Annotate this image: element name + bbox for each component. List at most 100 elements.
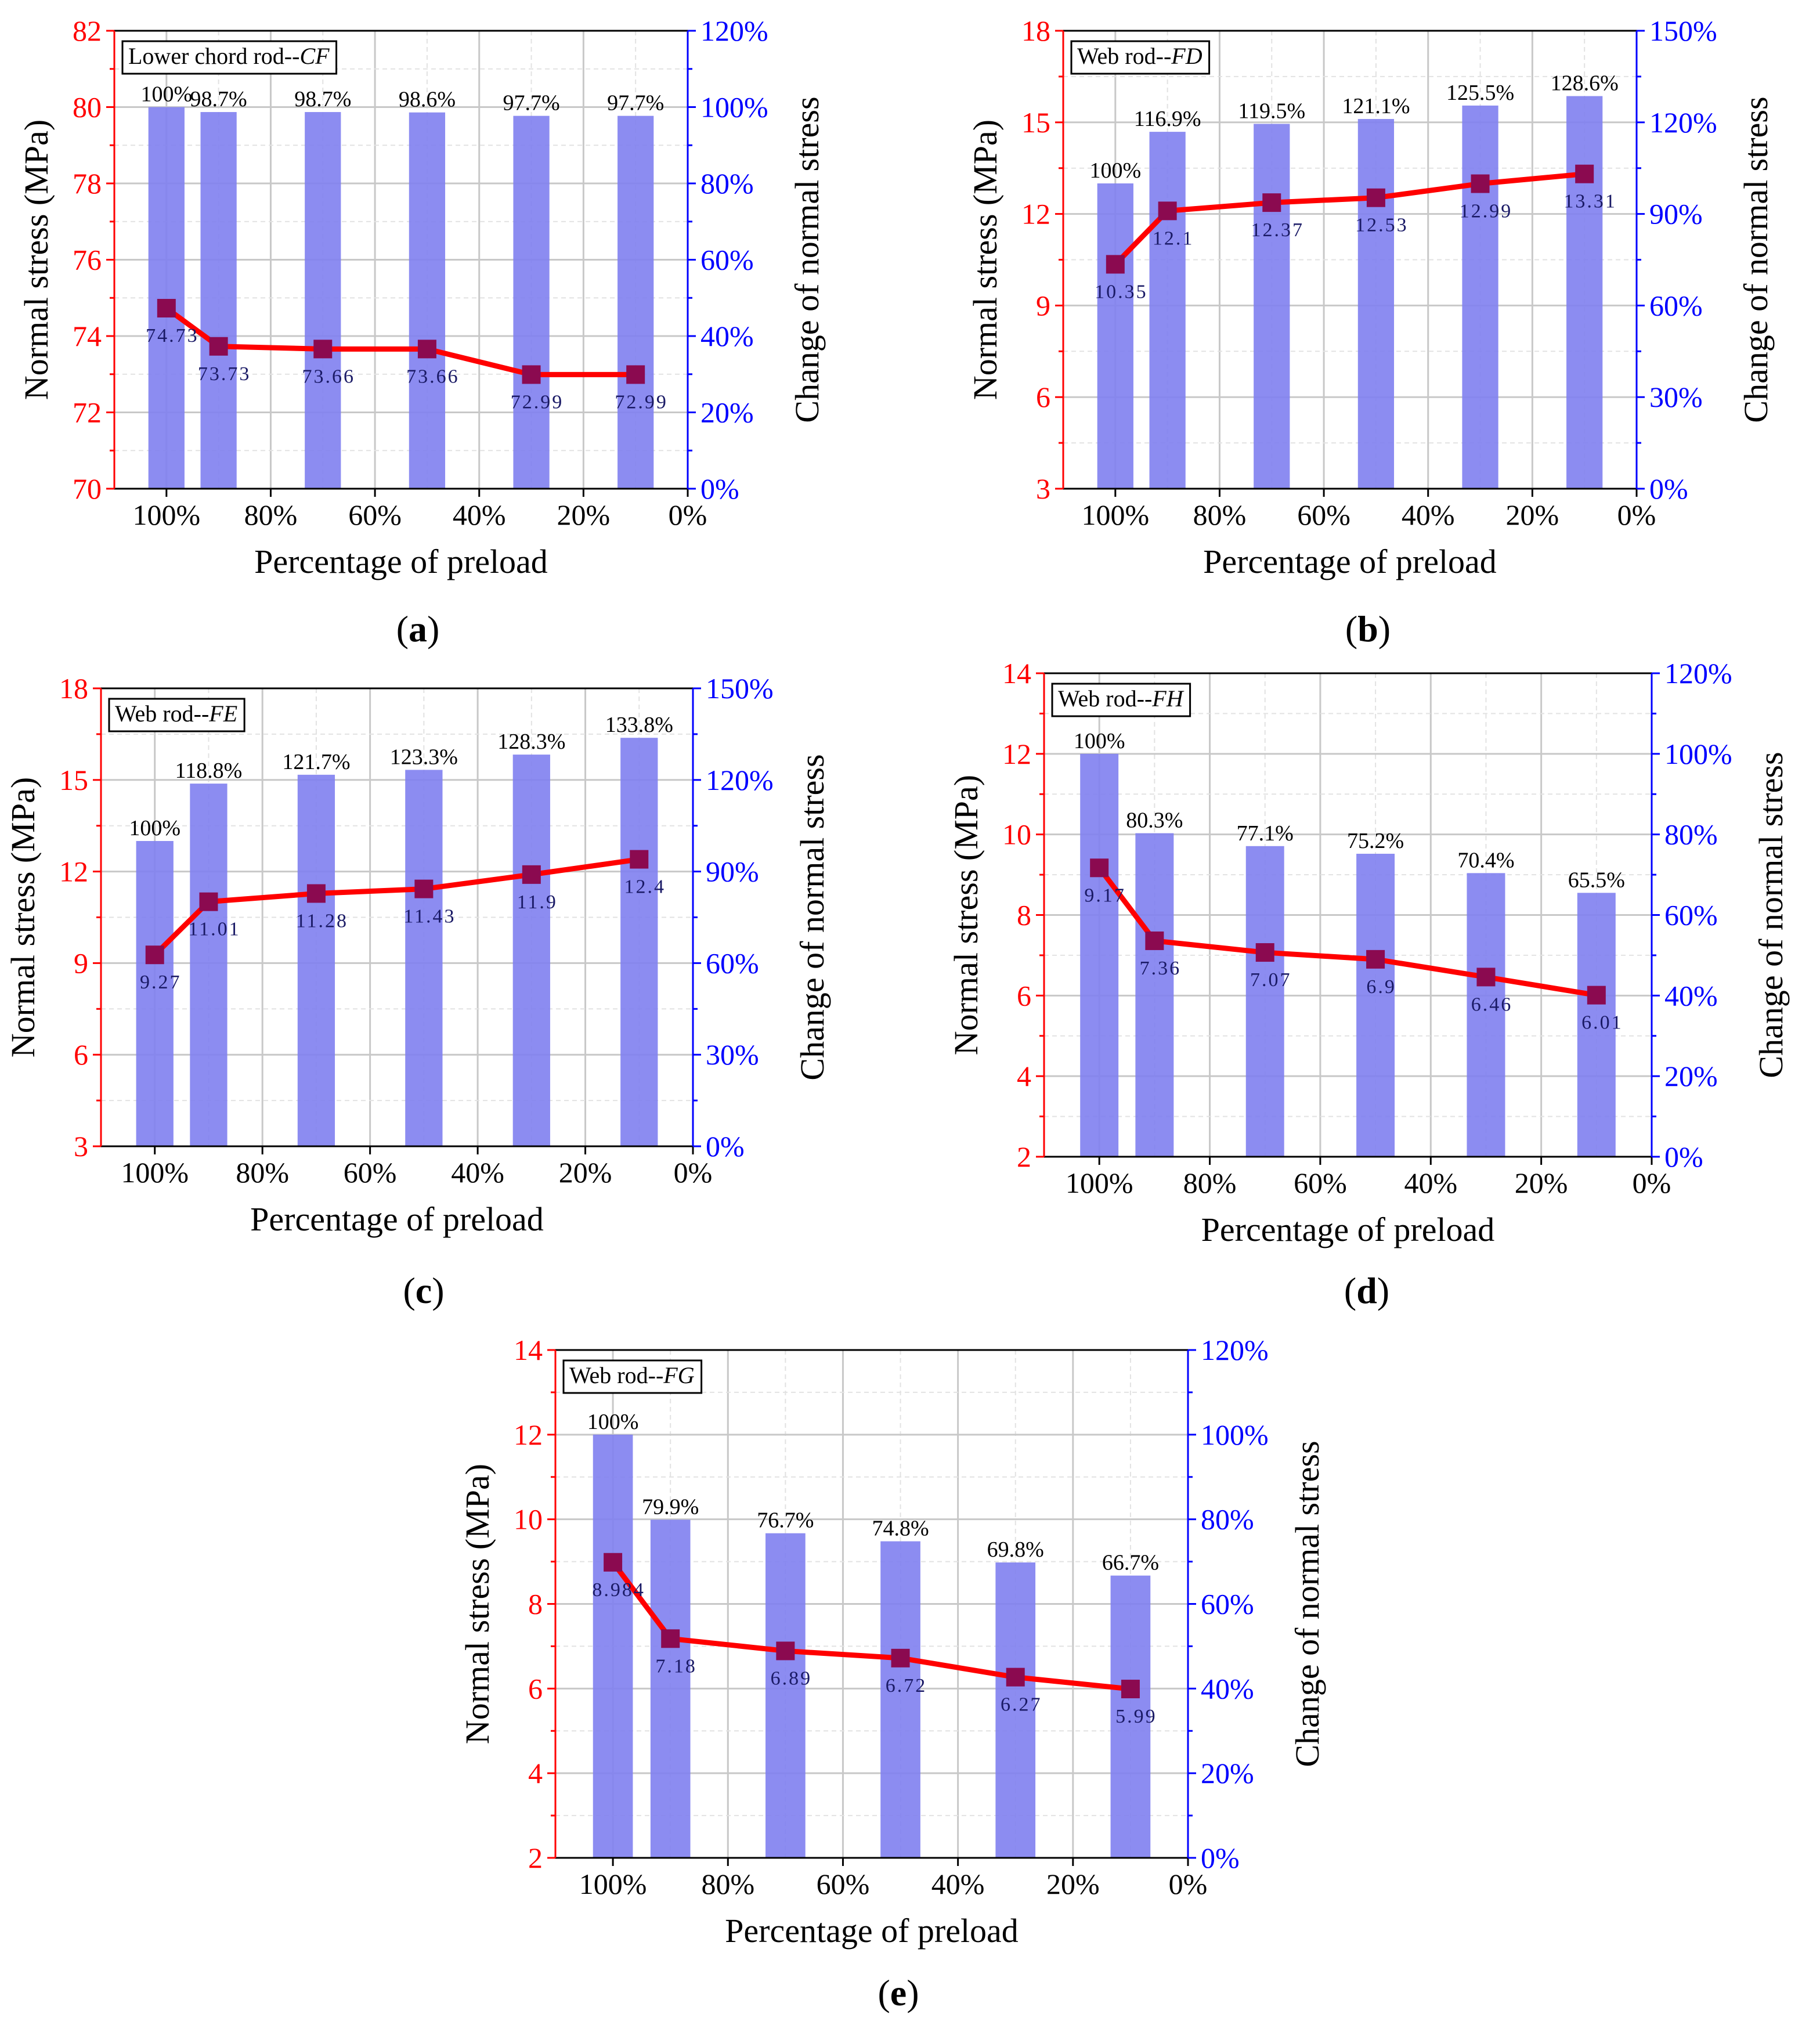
y-tick-label: 2 bbox=[1017, 1140, 1031, 1173]
caption-open-paren: ( bbox=[396, 608, 409, 649]
stress-value-label: 6.46 bbox=[1471, 994, 1513, 1015]
x-tick-label: 0% bbox=[1617, 499, 1656, 531]
bar bbox=[1356, 853, 1395, 1157]
bar-value-label: 70.4% bbox=[1457, 848, 1514, 872]
y-tick-label: 12 bbox=[1021, 198, 1050, 230]
y-axis-left-ticks: 2 4 6 8 10 12 14 bbox=[514, 1334, 555, 1874]
y2-tick-label: 120% bbox=[706, 764, 774, 796]
stress-value-label: 12.53 bbox=[1355, 215, 1409, 236]
caption-open-paren: ( bbox=[1344, 1270, 1356, 1311]
stress-marker bbox=[630, 850, 649, 869]
bar-value-label: 97.7% bbox=[607, 91, 664, 115]
y-tick-label: 2 bbox=[528, 1842, 543, 1874]
bar-value-label: 119.5% bbox=[1238, 99, 1305, 123]
stress-marker bbox=[1366, 950, 1385, 969]
y-tick-label: 74 bbox=[73, 320, 102, 352]
y2-tick-label: 60% bbox=[1664, 899, 1718, 932]
x-tick-label: 20% bbox=[1506, 499, 1559, 531]
stress-value-label: 6.9 bbox=[1366, 976, 1396, 998]
bar bbox=[620, 738, 658, 1146]
legend-title: Web rod--FE bbox=[115, 701, 237, 727]
y-tick-label: 9 bbox=[74, 947, 88, 979]
stress-value-label: 6.27 bbox=[1001, 1694, 1042, 1716]
legend-box: Lower chord rod--CF bbox=[121, 40, 338, 75]
y2-tick-label: 40% bbox=[700, 320, 754, 352]
bar bbox=[409, 112, 446, 489]
bar-value-label: 77.1% bbox=[1237, 821, 1294, 846]
bars: 100%98.7% 98.7% 98.6% 97.7% 97.7% bbox=[140, 82, 664, 489]
x-tick-label: 20% bbox=[559, 1156, 612, 1189]
bar bbox=[1097, 183, 1133, 489]
x-tick-label: 100% bbox=[579, 1868, 647, 1900]
stress-value-label: 72.99 bbox=[511, 391, 564, 413]
grid bbox=[555, 1349, 1189, 1859]
bar-value-label: 66.7% bbox=[1102, 1551, 1159, 1575]
stress-value-label: 73.73 bbox=[198, 363, 251, 385]
stress-line bbox=[611, 1561, 1131, 1692]
bar-value-label: 75.2% bbox=[1347, 829, 1404, 853]
bar bbox=[1254, 124, 1290, 489]
y2-tick-label: 0% bbox=[1664, 1140, 1703, 1173]
stress-value-label: 7.07 bbox=[1250, 969, 1292, 991]
y-tick-label: 10 bbox=[1002, 818, 1031, 851]
bar bbox=[1566, 96, 1603, 489]
stress-marker bbox=[661, 1629, 680, 1648]
stress-marker bbox=[1145, 931, 1164, 950]
legend-title: Web rod--FH bbox=[1058, 685, 1185, 712]
y-axis-left-ticks: 3 6 9 12 15 18 bbox=[1021, 15, 1063, 505]
bar-value-label: 100% bbox=[587, 1410, 639, 1434]
stress-value-label: 11.9 bbox=[517, 891, 558, 913]
caption-close-paren: ) bbox=[432, 1270, 444, 1311]
bar bbox=[618, 115, 654, 489]
stress-series: 9.17 7.36 7.07 6.9 6.46 6.01 bbox=[1084, 858, 1623, 1034]
bar-value-label: 123.3% bbox=[390, 745, 458, 769]
y-axis-title: Normal stress (MPa) bbox=[966, 120, 1004, 400]
x-tick-label: 100% bbox=[1066, 1167, 1133, 1199]
x-tick-label: 80% bbox=[236, 1156, 289, 1189]
y2-tick-label: 60% bbox=[1649, 289, 1703, 322]
chart-panel-c: 100% 118.8% 121.7% 123.3% 128.3% 133.8% 9.27 11… bbox=[4, 672, 831, 1311]
stress-marker bbox=[1106, 255, 1125, 274]
stress-value-label: 11.01 bbox=[188, 919, 240, 940]
legend-box: Web rod--FH bbox=[1051, 683, 1191, 717]
y2-tick-label: 30% bbox=[1649, 381, 1703, 413]
legend-title-rod: CF bbox=[299, 43, 330, 69]
chart-panel-b: 100%116.9% 119.5% 121.1%125.5% 128.6%10.351… bbox=[966, 15, 1775, 649]
stress-value-label: 9.17 bbox=[1084, 885, 1126, 906]
stress-value-label: 72.99 bbox=[615, 391, 668, 413]
chart-panel-e: 100%79.9%76.7% 74.8%69.8%66.7%8.9847.186.… bbox=[458, 1334, 1326, 2013]
bar bbox=[1135, 833, 1174, 1157]
bar bbox=[1080, 753, 1119, 1157]
panel-caption: (e) bbox=[878, 1972, 919, 2013]
y2-tick-label: 80% bbox=[1664, 818, 1718, 851]
legend-box: Web rod--FG bbox=[562, 1359, 703, 1394]
y-axis-right-ticks: 0% 20% 40% 60% 80% 100% 120% bbox=[1652, 657, 1732, 1173]
stress-value-label: 12.37 bbox=[1251, 219, 1305, 241]
legend-box: Web rod--FD bbox=[1070, 40, 1211, 75]
x-tick-label: 20% bbox=[1515, 1167, 1568, 1199]
y2-tick-label: 120% bbox=[1201, 1334, 1269, 1366]
y-tick-label: 18 bbox=[1021, 15, 1050, 47]
bar bbox=[1467, 873, 1505, 1157]
stress-value-label: 11.43 bbox=[403, 906, 456, 927]
stress-marker bbox=[626, 365, 645, 384]
x-axis-title: Percentage of preload bbox=[725, 1912, 1019, 1950]
caption-close-paren: ) bbox=[1377, 1270, 1389, 1311]
y-tick-label: 15 bbox=[1021, 106, 1050, 139]
bar-value-label: 100% bbox=[140, 82, 192, 107]
stress-marker bbox=[1366, 188, 1385, 207]
y-tick-label: 15 bbox=[59, 764, 88, 796]
x-tick-label: 20% bbox=[557, 499, 611, 531]
stress-marker bbox=[313, 340, 333, 359]
y-tick-label: 12 bbox=[514, 1418, 543, 1451]
bar bbox=[190, 784, 228, 1146]
y2-tick-label: 80% bbox=[1201, 1503, 1254, 1536]
stress-value-label: 6.01 bbox=[1581, 1012, 1623, 1034]
caption-letter: b bbox=[1357, 608, 1378, 649]
y-axis-title: Normal stress (MPa) bbox=[17, 120, 55, 400]
bar-value-label: 76.7% bbox=[757, 1508, 814, 1533]
bar bbox=[297, 774, 335, 1146]
caption-letter: c bbox=[416, 1270, 432, 1311]
y2-tick-label: 0% bbox=[700, 472, 739, 505]
